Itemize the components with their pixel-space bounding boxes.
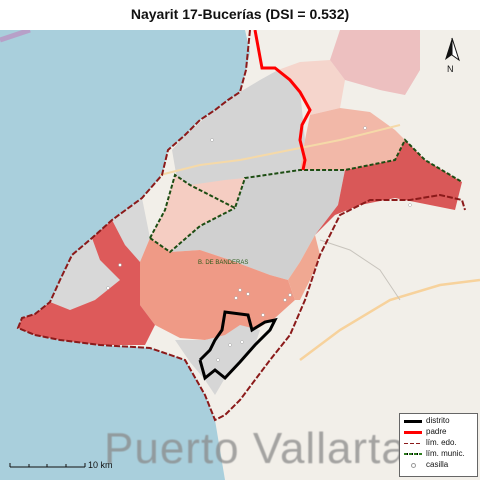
- legend-item-distrito: distrito: [400, 416, 477, 426]
- casilla-point: [363, 126, 367, 130]
- north-arrow-icon: [445, 37, 460, 62]
- state-limit-line: [16, 30, 466, 422]
- section-high-east: [315, 140, 462, 235]
- legend-swatch-padre: [404, 431, 422, 434]
- casilla-point: [106, 286, 110, 290]
- scale-bar: [9, 463, 86, 468]
- legend: distrito padre lím. edo. lím. munic. cas…: [399, 413, 478, 477]
- bay-label: B. DE BANDERAS: [198, 260, 249, 266]
- parent-outline: [253, 30, 312, 171]
- district-outline: [198, 310, 278, 381]
- legend-label: casilla: [426, 460, 449, 469]
- section-lowpink-3: [300, 108, 405, 170]
- scale-label: 10 km: [88, 460, 113, 470]
- municipal-limit-line-2: [149, 207, 236, 254]
- legend-swatch-lim-munic: [404, 453, 422, 455]
- casilla-point: [261, 313, 265, 317]
- legend-item-padre: padre: [400, 427, 477, 437]
- legend-label: lím. munic.: [426, 449, 465, 458]
- map-title: Nayarit 17-Bucerías (DSI = 0.532): [130, 6, 350, 22]
- map-canvas: [0, 30, 480, 480]
- casilla-point: [283, 298, 287, 302]
- legend-swatch-casilla: [411, 463, 416, 468]
- section-grey-center: [150, 170, 345, 280]
- road-3: [319, 239, 401, 301]
- legend-swatch-distrito: [404, 420, 422, 423]
- legend-item-casilla: casilla: [400, 460, 477, 470]
- road-1: [159, 124, 401, 176]
- legend-item-lim-munic: lím. munic.: [400, 449, 477, 459]
- casilla-point: [240, 340, 244, 344]
- casilla-point: [408, 203, 412, 207]
- casilla-point: [210, 138, 214, 142]
- municipal-limit-line: [149, 138, 463, 239]
- section-mid-bay: [140, 238, 295, 340]
- casilla-point: [228, 343, 232, 347]
- city-label: Puerto Vallarta: [104, 424, 407, 473]
- casilla-points: [106, 126, 412, 362]
- casilla-point: [216, 358, 220, 362]
- legend-item-lim-edo: lím. edo.: [400, 438, 477, 448]
- legend-swatch-lim-edo: [404, 443, 422, 444]
- north-label: N: [447, 64, 454, 74]
- casilla-point: [288, 293, 292, 297]
- casilla-point: [246, 292, 250, 296]
- legend-label: padre: [426, 427, 447, 436]
- casilla-point: [234, 296, 238, 300]
- road-2: [299, 278, 480, 361]
- road-4: [0, 30, 31, 43]
- section-lowpink-ne: [330, 30, 420, 95]
- section-lowpink-2: [278, 60, 345, 115]
- casilla-point: [118, 263, 122, 267]
- legend-label: distrito: [426, 416, 450, 425]
- casilla-point: [238, 288, 242, 292]
- section-high-west: [18, 220, 155, 345]
- legend-label: lím. edo.: [426, 438, 457, 447]
- section-lowpink-1: [150, 175, 245, 252]
- section-mid-2: [288, 235, 320, 300]
